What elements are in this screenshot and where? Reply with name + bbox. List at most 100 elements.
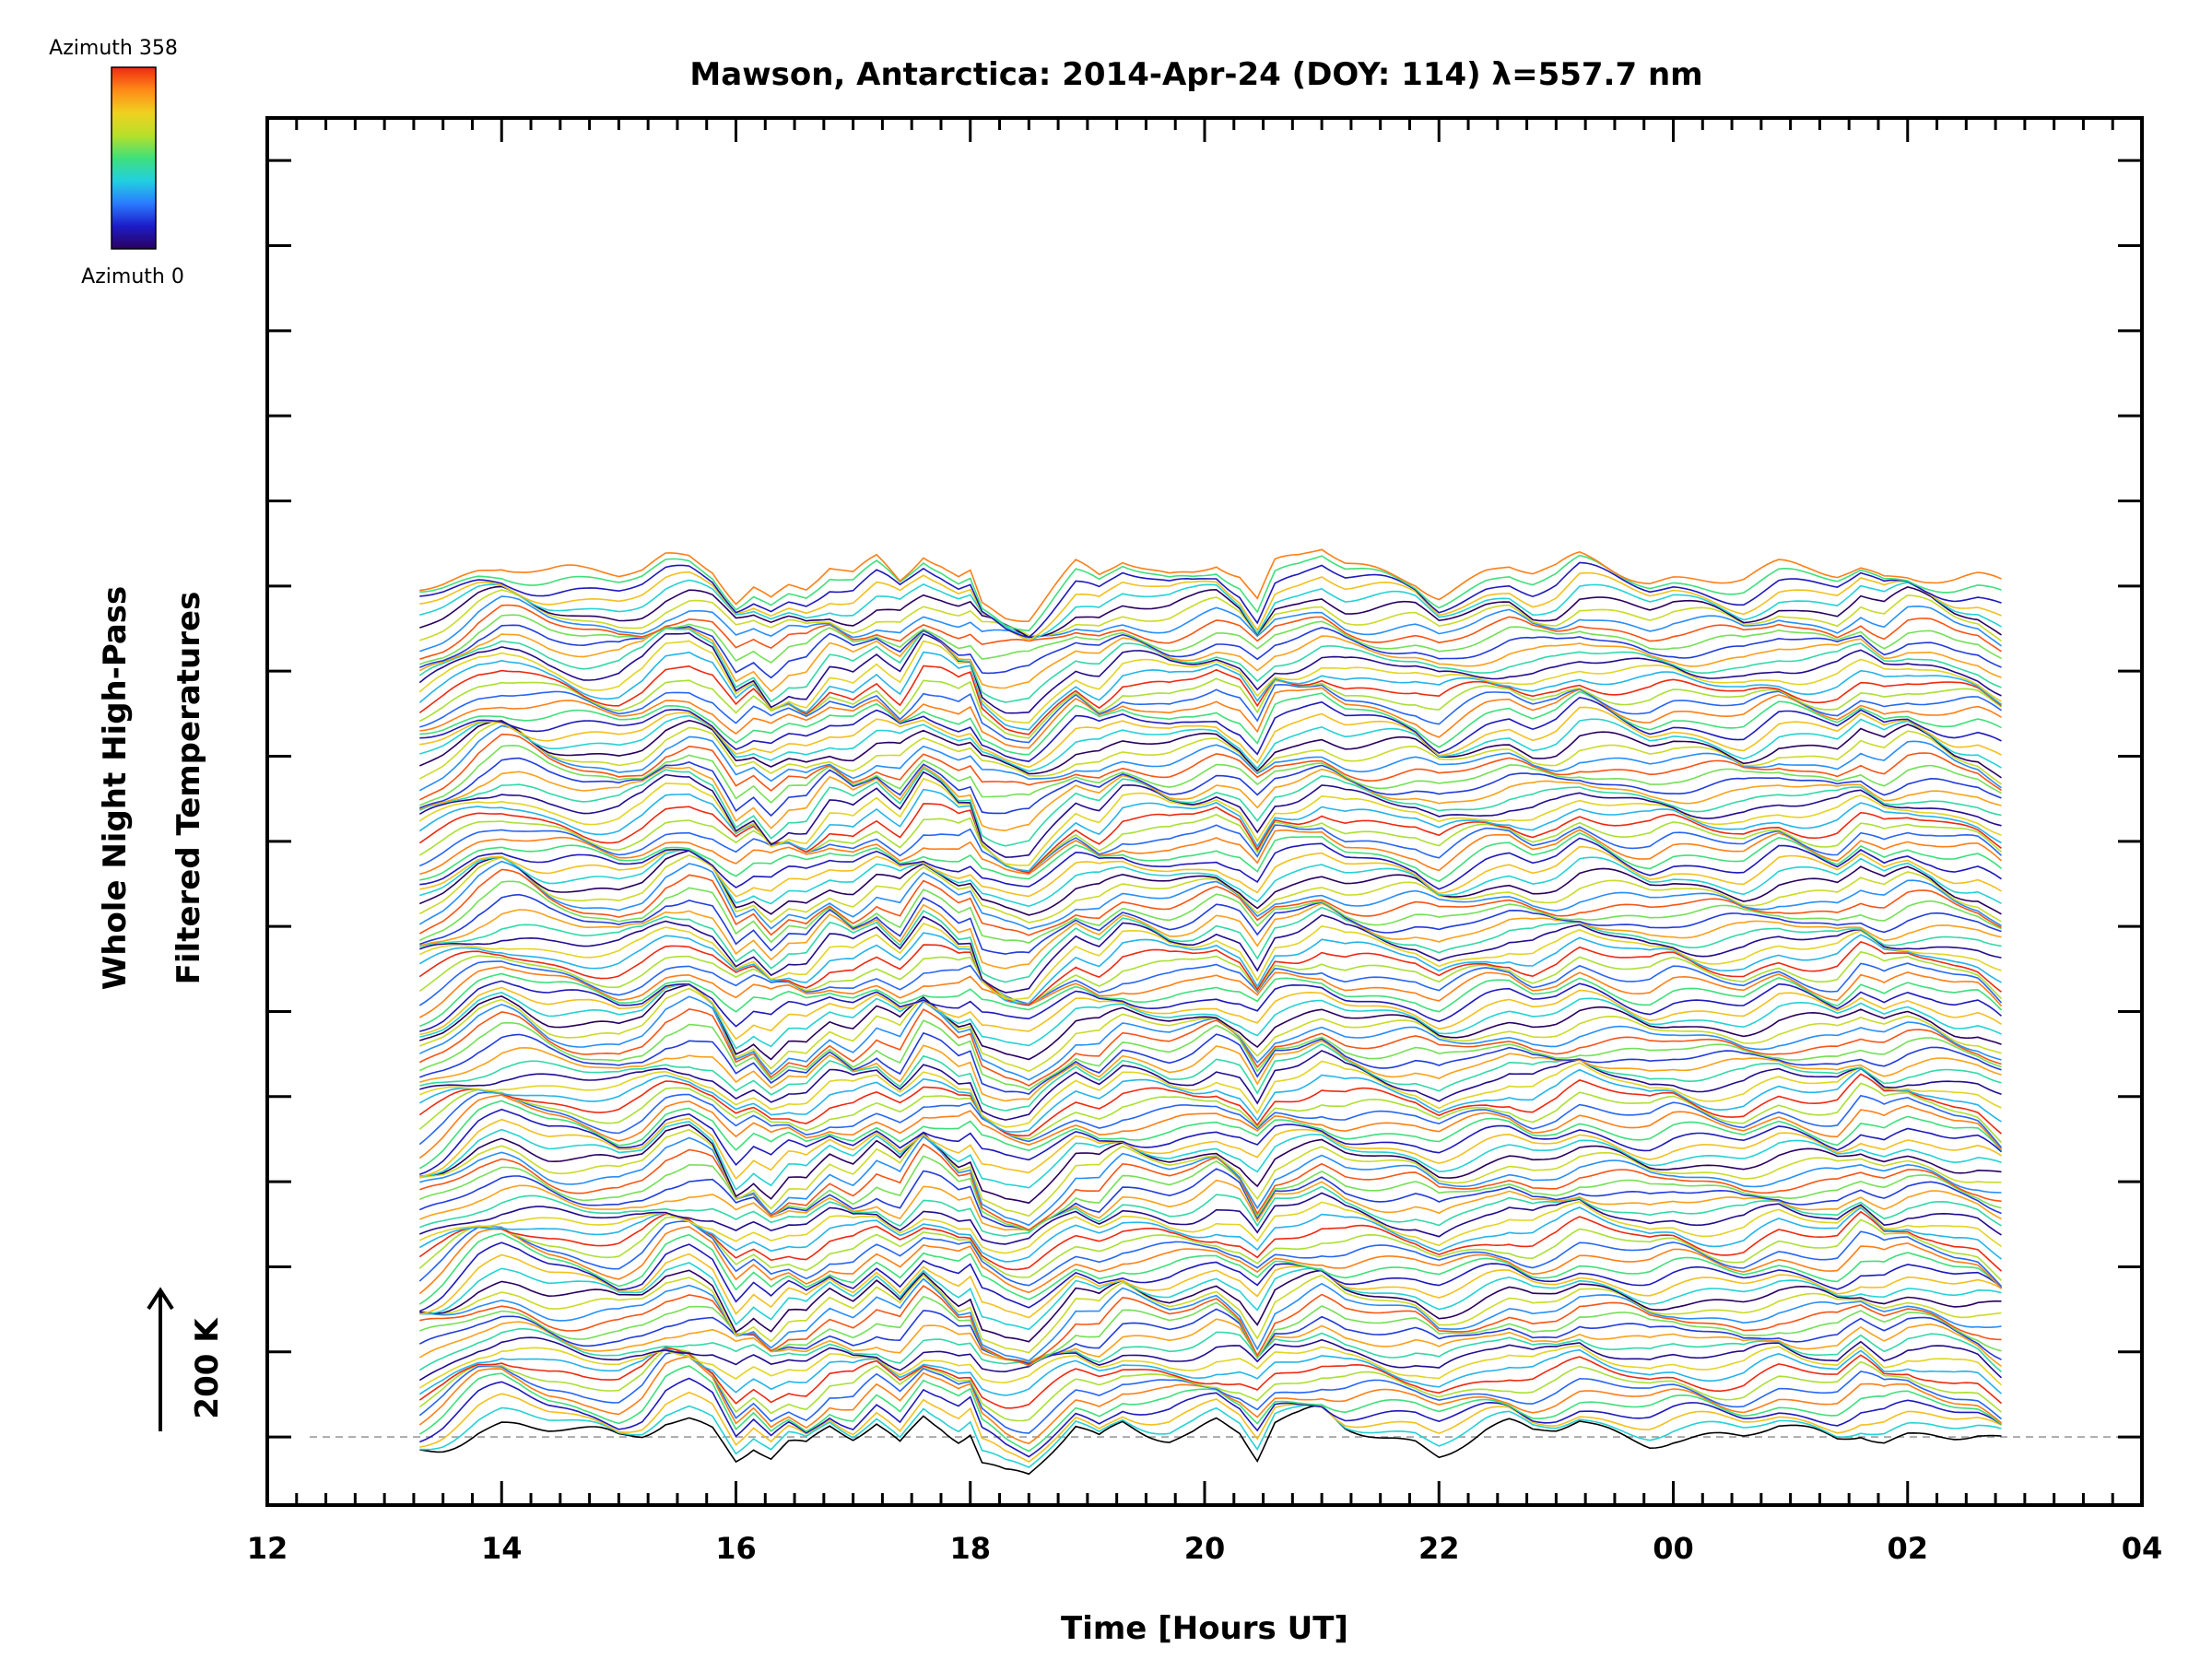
temperature-series-line xyxy=(418,860,2002,930)
temperature-series-line xyxy=(419,604,2002,661)
temperature-series-line xyxy=(419,706,2002,769)
temperature-series-line xyxy=(419,1192,2002,1245)
temperature-series-line xyxy=(418,771,2002,858)
temperature-series-line xyxy=(418,854,2002,924)
temperature-series-line xyxy=(419,983,2002,1061)
temperature-series-line xyxy=(419,1121,2002,1191)
temperature-series-line xyxy=(419,1042,2002,1112)
temperature-series-line xyxy=(419,585,2002,639)
temperature-series-line xyxy=(418,778,2002,866)
temperature-series-line xyxy=(418,1082,2003,1144)
temperature-series-line xyxy=(418,966,2003,1018)
temperature-series-line xyxy=(419,1404,2002,1469)
temperature-series-line xyxy=(418,1226,2003,1295)
temperature-series-line xyxy=(418,1318,2002,1368)
temperature-series-line xyxy=(419,1185,2002,1237)
temperature-series-line xyxy=(419,554,2002,632)
temperature-series-line xyxy=(419,902,2002,970)
temperature-series-line xyxy=(418,1201,2002,1254)
temperature-series-line xyxy=(419,1143,2002,1231)
temperature-series-line xyxy=(419,1262,2002,1331)
temperature-series-line xyxy=(418,720,2002,785)
temperature-series-line xyxy=(418,940,2002,1006)
temperature-series-line xyxy=(418,767,2002,847)
temperature-series-line xyxy=(418,627,2002,703)
temperature-series-line xyxy=(418,632,2002,714)
temperature-series-line xyxy=(418,651,2002,731)
temperature-series-line xyxy=(419,1135,2002,1227)
temperature-series-line xyxy=(418,1365,2002,1453)
temperature-series-line xyxy=(418,665,2002,735)
temperature-series-line xyxy=(418,1019,2002,1091)
temperature-series-line xyxy=(418,923,2002,1001)
temperature-series-line xyxy=(418,788,2002,872)
temperature-series-line xyxy=(419,829,2003,876)
y-axis-label-line1: Whole Night High-Pass xyxy=(97,586,134,991)
temperature-series-line xyxy=(419,1404,2002,1476)
temperature-series-line xyxy=(418,813,2003,874)
temperature-series-line xyxy=(419,690,2002,756)
temperature-series-line xyxy=(419,980,2003,1032)
temperature-series-line xyxy=(418,960,2003,1006)
temperature-series-line xyxy=(419,837,2002,890)
x-tick-label: 20 xyxy=(1184,1531,1226,1566)
temperature-series-line xyxy=(419,832,2002,883)
temperature-series-line xyxy=(419,1124,2002,1205)
temperature-series-line xyxy=(418,1347,2003,1396)
temperature-series-line xyxy=(418,880,2002,944)
temperature-series-line xyxy=(419,1040,2002,1102)
temperature-series-line xyxy=(419,687,2002,749)
temperature-series-line xyxy=(418,1336,2003,1382)
x-tick-label: 16 xyxy=(715,1531,757,1566)
temperature-series-line xyxy=(419,714,2002,772)
temperature-series-line xyxy=(418,1091,2003,1148)
temperature-series-line xyxy=(419,906,2002,983)
temperature-series-line xyxy=(419,1128,2002,1218)
temperature-series-line xyxy=(419,683,2002,744)
temperature-series-line xyxy=(419,614,2002,665)
temperature-series-line xyxy=(418,987,2002,1073)
temperature-series-line xyxy=(418,932,2002,1005)
temperature-series-line xyxy=(418,1241,2003,1312)
temperature-series-line xyxy=(419,1295,2002,1367)
temperature-series-line xyxy=(418,824,2003,874)
temperature-series-line xyxy=(418,624,2002,679)
temperature-series-line xyxy=(418,1345,2003,1389)
x-tick-label: 22 xyxy=(1418,1531,1460,1566)
temperature-series-line xyxy=(418,1328,2003,1373)
temperature-series-line xyxy=(418,1347,2003,1422)
temperature-series-line xyxy=(419,696,2002,762)
azimuth-colorbar xyxy=(111,66,157,250)
temperature-series-line xyxy=(419,589,2002,642)
scale-label: 200 K xyxy=(189,1317,226,1419)
temperature-series-line xyxy=(419,1060,2002,1128)
temperature-series-line xyxy=(418,803,2002,874)
temperature-series-line xyxy=(419,1269,2002,1343)
temperature-series-line xyxy=(418,1008,2002,1087)
scale-arrow-icon xyxy=(147,1287,174,1431)
temperature-series-line xyxy=(419,548,2002,623)
temperature-series-line xyxy=(418,1308,2002,1365)
series-group xyxy=(418,548,2003,1476)
temperature-series-line xyxy=(419,561,2002,639)
x-tick-label: 18 xyxy=(949,1531,991,1566)
x-tick-label: 02 xyxy=(1887,1531,1928,1566)
temperature-series-line xyxy=(418,1220,2003,1288)
temperature-series-line xyxy=(418,1155,2002,1232)
y-axis-label-line2: Filtered Temperatures xyxy=(171,592,207,985)
temperature-series-line xyxy=(419,579,2002,641)
temperature-series-line xyxy=(419,1117,2002,1181)
temperature-series-line xyxy=(419,1253,2002,1319)
temperature-series-line xyxy=(418,995,2002,1081)
temperature-series-line xyxy=(419,1050,2002,1121)
temperature-series-line xyxy=(418,640,2002,724)
temperature-series-line xyxy=(418,1094,2003,1159)
x-tick-label: 04 xyxy=(2122,1531,2163,1566)
x-tick-label: 00 xyxy=(1653,1531,1694,1566)
x-tick-label: 12 xyxy=(247,1531,288,1566)
temperature-series-line xyxy=(418,1377,2002,1458)
temperature-series-line xyxy=(419,1391,2002,1463)
temperature-series-line xyxy=(418,950,2003,1006)
temperature-series-line xyxy=(418,757,2002,818)
temperature-series-line xyxy=(418,1100,2003,1170)
